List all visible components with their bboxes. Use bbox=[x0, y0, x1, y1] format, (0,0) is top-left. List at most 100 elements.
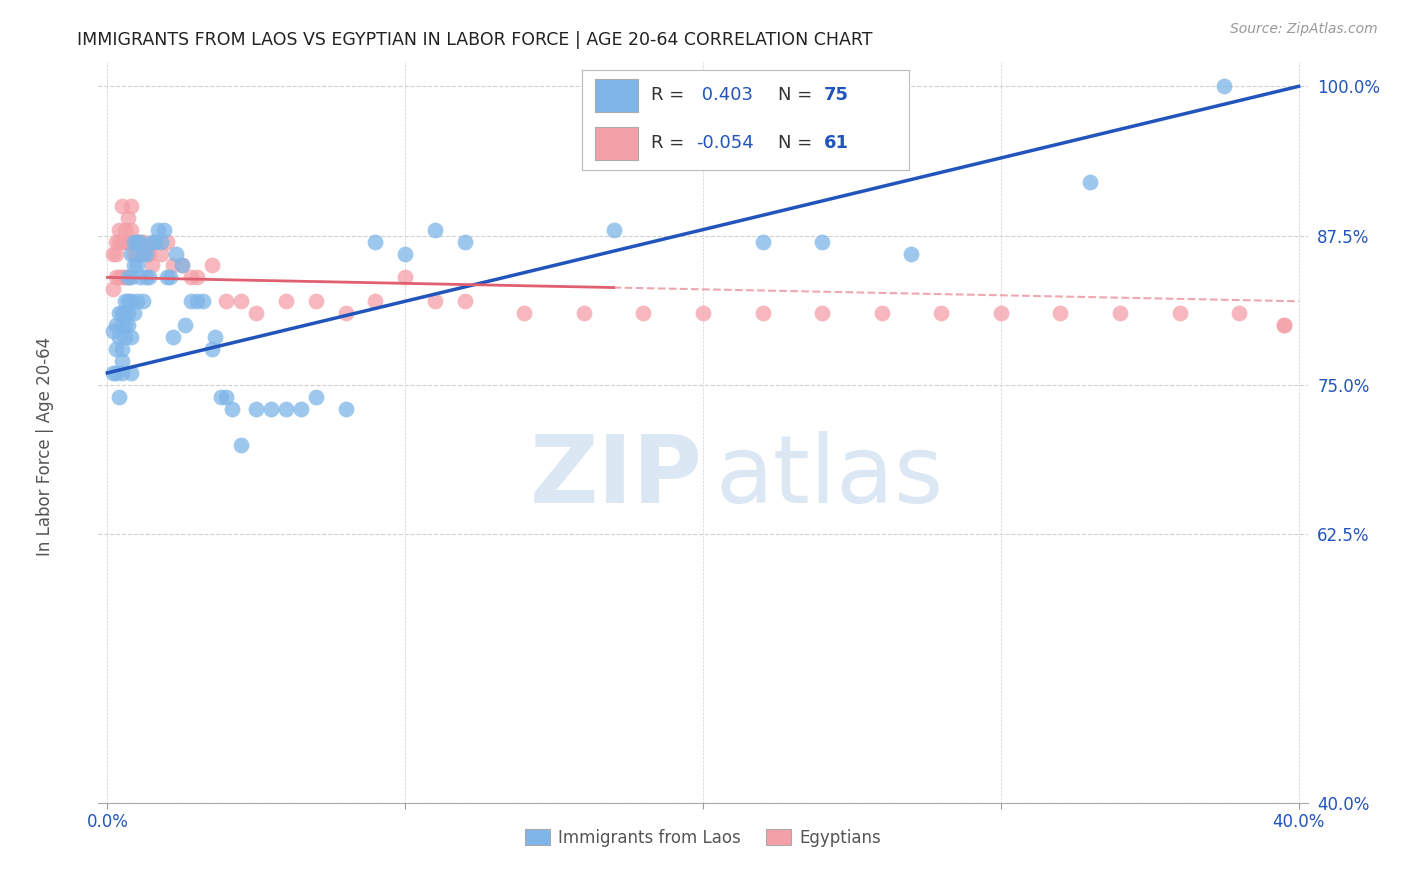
Point bbox=[633, 306, 655, 320]
Point bbox=[141, 235, 163, 249]
Point bbox=[114, 294, 136, 309]
Point bbox=[127, 259, 149, 273]
Point bbox=[990, 306, 1012, 320]
Point bbox=[114, 235, 136, 249]
Point bbox=[103, 246, 125, 260]
Point bbox=[149, 246, 172, 260]
Text: atlas: atlas bbox=[716, 431, 943, 523]
Point bbox=[114, 270, 136, 285]
Point bbox=[173, 318, 195, 333]
Point bbox=[129, 270, 152, 285]
Point bbox=[290, 401, 312, 416]
Point bbox=[120, 330, 142, 344]
Point bbox=[146, 222, 169, 236]
Point bbox=[117, 294, 139, 309]
Point bbox=[120, 222, 142, 236]
Point bbox=[394, 270, 416, 285]
Point bbox=[105, 318, 128, 333]
Point bbox=[305, 294, 328, 309]
Point bbox=[1168, 306, 1191, 320]
Point bbox=[114, 222, 136, 236]
Text: IMMIGRANTS FROM LAOS VS EGYPTIAN IN LABOR FORCE | AGE 20-64 CORRELATION CHART: IMMIGRANTS FROM LAOS VS EGYPTIAN IN LABO… bbox=[77, 31, 873, 49]
Point bbox=[191, 294, 214, 309]
Point bbox=[108, 270, 131, 285]
Point bbox=[111, 366, 134, 380]
Point bbox=[120, 294, 142, 309]
Point bbox=[245, 306, 267, 320]
Point bbox=[143, 235, 166, 249]
Point bbox=[335, 401, 357, 416]
Point bbox=[117, 211, 139, 225]
Point bbox=[165, 246, 187, 260]
Point bbox=[111, 199, 134, 213]
Text: Source: ZipAtlas.com: Source: ZipAtlas.com bbox=[1230, 22, 1378, 37]
Point bbox=[117, 235, 139, 249]
Point bbox=[215, 390, 238, 404]
Point bbox=[423, 294, 446, 309]
Point bbox=[364, 294, 387, 309]
Point bbox=[135, 246, 157, 260]
Point bbox=[1049, 306, 1071, 320]
Point bbox=[572, 306, 595, 320]
Point bbox=[122, 246, 145, 260]
Point bbox=[103, 366, 125, 380]
Point bbox=[159, 270, 181, 285]
Point bbox=[180, 270, 202, 285]
Point bbox=[103, 324, 125, 338]
Point bbox=[108, 330, 131, 344]
Point bbox=[305, 390, 328, 404]
Point bbox=[153, 222, 176, 236]
Point bbox=[143, 235, 166, 249]
Point bbox=[180, 294, 202, 309]
Point bbox=[127, 294, 149, 309]
Point bbox=[156, 235, 179, 249]
Point bbox=[111, 354, 134, 368]
Point bbox=[751, 235, 773, 249]
Point bbox=[105, 270, 128, 285]
Point bbox=[108, 390, 131, 404]
Point bbox=[1213, 79, 1236, 94]
Point bbox=[111, 235, 134, 249]
Point bbox=[1272, 318, 1295, 333]
Point bbox=[1272, 318, 1295, 333]
Point bbox=[135, 270, 157, 285]
Point bbox=[751, 306, 773, 320]
Point bbox=[105, 246, 128, 260]
Point bbox=[335, 306, 357, 320]
Point bbox=[132, 246, 155, 260]
Point bbox=[454, 294, 477, 309]
Text: In Labor Force | Age 20-64: In Labor Force | Age 20-64 bbox=[37, 336, 53, 556]
Point bbox=[117, 270, 139, 285]
Point bbox=[200, 259, 222, 273]
Point bbox=[132, 294, 155, 309]
Point bbox=[122, 235, 145, 249]
Point bbox=[120, 270, 142, 285]
Point bbox=[114, 330, 136, 344]
Point bbox=[120, 199, 142, 213]
Point bbox=[108, 235, 131, 249]
Point bbox=[186, 270, 208, 285]
Point bbox=[122, 259, 145, 273]
Point bbox=[1078, 175, 1101, 189]
Point bbox=[221, 401, 243, 416]
Point bbox=[811, 306, 834, 320]
Point bbox=[138, 246, 160, 260]
Point bbox=[170, 259, 193, 273]
Point bbox=[117, 306, 139, 320]
Point bbox=[127, 235, 149, 249]
Point bbox=[811, 235, 834, 249]
Point bbox=[260, 401, 283, 416]
Point bbox=[204, 330, 226, 344]
Point bbox=[111, 342, 134, 356]
Text: ZIP: ZIP bbox=[530, 431, 703, 523]
Point bbox=[170, 259, 193, 273]
Point bbox=[602, 222, 624, 236]
Point bbox=[245, 401, 267, 416]
Point bbox=[209, 390, 232, 404]
Point bbox=[200, 342, 222, 356]
Point bbox=[215, 294, 238, 309]
Point bbox=[274, 294, 297, 309]
Point bbox=[111, 306, 134, 320]
Point bbox=[274, 401, 297, 416]
Point bbox=[1109, 306, 1132, 320]
